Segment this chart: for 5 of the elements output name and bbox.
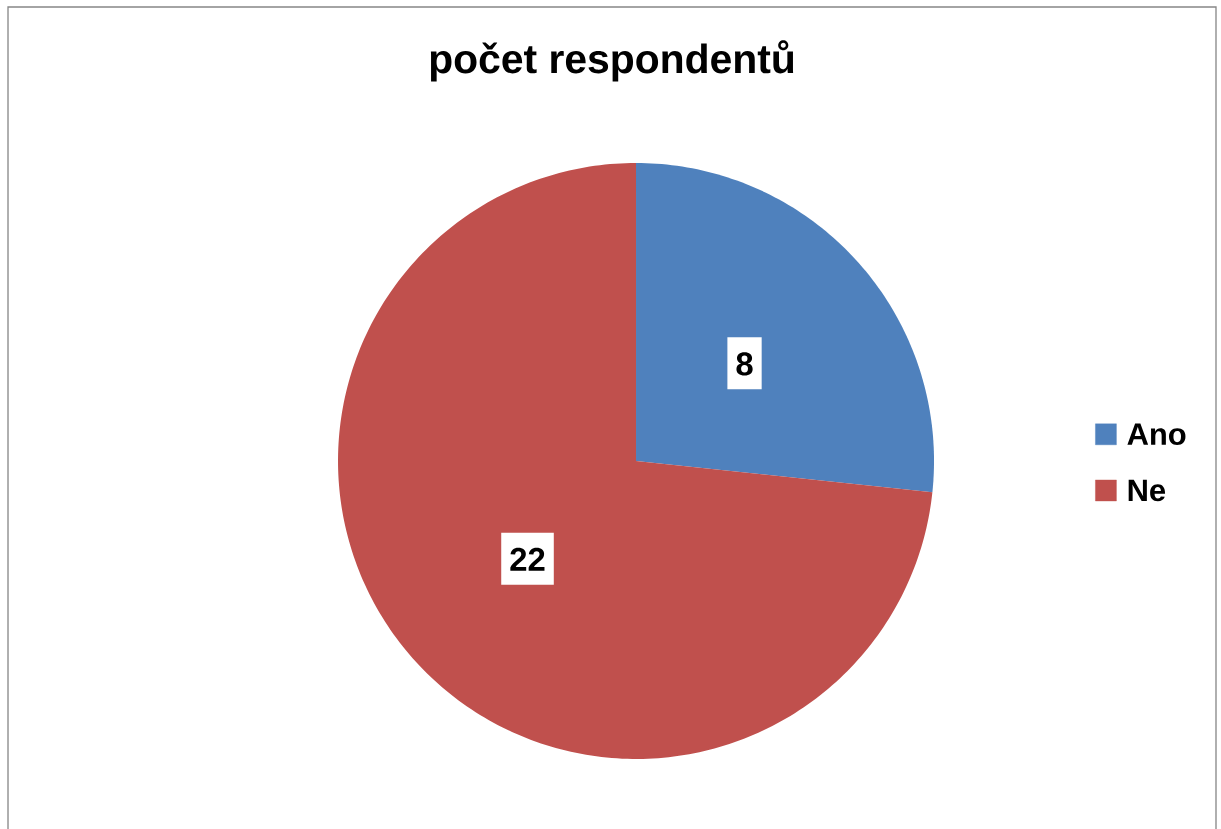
legend-label: Ne [1128,479,1166,502]
chart-title: počet respondentů [430,40,794,82]
legend-label: Ano [1127,423,1186,446]
data-label: 8 [736,352,753,376]
data-label: 22 [510,547,545,571]
